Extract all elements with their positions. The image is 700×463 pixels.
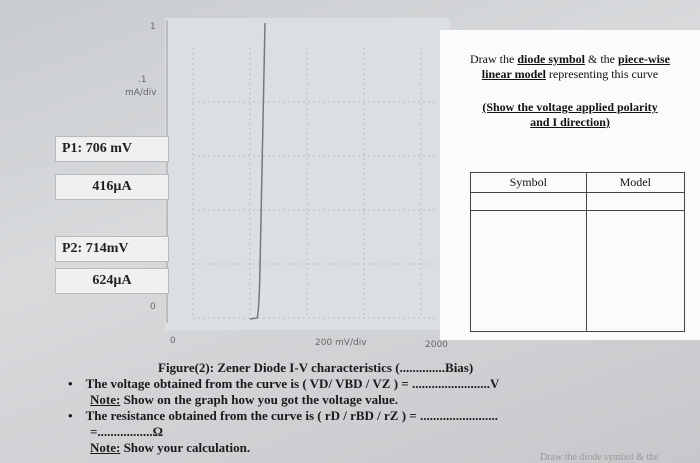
text: representing this curve (545, 67, 659, 81)
text: Note: (90, 392, 121, 407)
y-unit: mA/div (125, 88, 157, 98)
x-zero: 0 (170, 336, 176, 346)
y-mid: .1 (138, 75, 147, 85)
text: Note: (90, 440, 121, 455)
bullet: • The resistance obtained from the curve… (68, 408, 498, 423)
text: Show your calculation. (120, 440, 251, 455)
y-top: 1 (150, 22, 156, 32)
text: The resistance obtained from the curve i… (85, 408, 498, 423)
header: Model (585, 172, 686, 193)
header: Symbol (470, 172, 587, 193)
cut-text: Draw the diode symbol & the (540, 452, 659, 463)
reading: P1: 706 mV (55, 136, 169, 162)
reading: 416µA (55, 174, 169, 200)
text: Show on the graph how you got the voltag… (120, 392, 399, 407)
x-unit: 200 mV/div (315, 338, 367, 348)
y-zero: 0 (150, 302, 156, 312)
text: Draw the (470, 52, 518, 66)
draw-instruction: Draw the diode symbol & the piece-wise l… (460, 52, 680, 82)
x-end: 2000 (425, 340, 448, 350)
instruction-panel: Draw the diode symbol & the piece-wise l… (440, 30, 700, 340)
reading: P2: 714mV (55, 236, 169, 262)
bullet-list: • The voltage obtained from the curve is… (68, 376, 499, 456)
note: Note: Show your calculation. (68, 440, 499, 456)
text: & the (585, 52, 619, 66)
caption: Figure(2): Zener Diode I-V characteristi… (158, 360, 474, 375)
bullet: • The voltage obtained from the curve is… (68, 376, 500, 391)
text: piece-wise linear model (481, 52, 670, 81)
text: The voltage obtained from the curve is (… (85, 376, 500, 391)
answer-table: Symbol Model (470, 172, 686, 332)
text: diode symbol (517, 52, 586, 66)
reading: 624µA (55, 268, 169, 294)
continuation: =.................Ω (90, 424, 164, 439)
note: Note: Show on the graph how you got the … (68, 392, 499, 408)
scope-screen (165, 18, 450, 330)
polarity-note: (Show the voltage applied polarity and I… (482, 100, 658, 129)
